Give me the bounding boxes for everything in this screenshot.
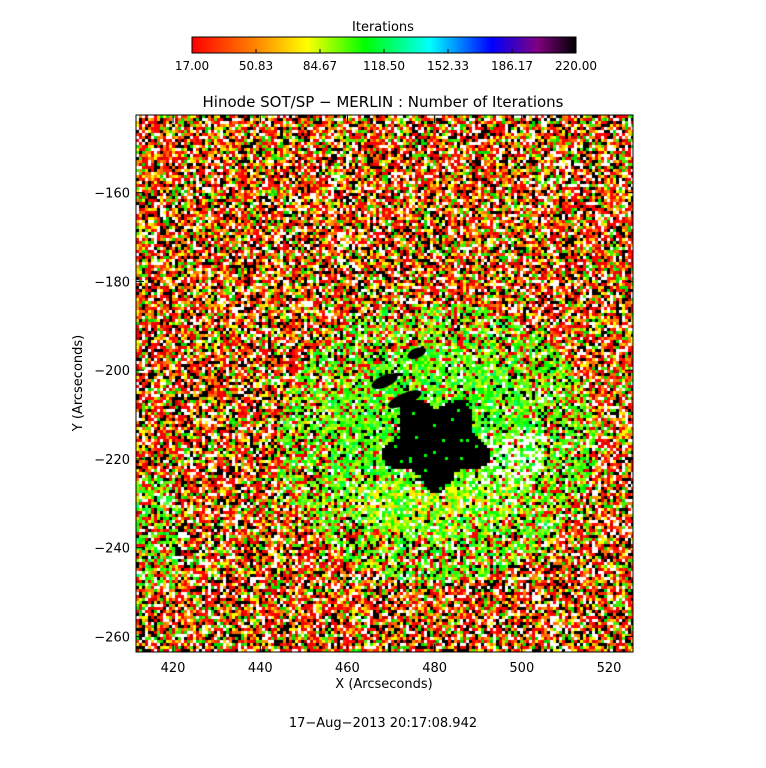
x-tick-label: 440 bbox=[248, 661, 273, 676]
x-tick-label: 520 bbox=[597, 661, 622, 676]
colorbar-tick-label: 50.83 bbox=[239, 59, 273, 73]
y-axis-label: Y (Arcseconds) bbox=[71, 335, 86, 432]
y-tick-label: −240 bbox=[94, 542, 130, 557]
colorbar-tick-label: 17.00 bbox=[175, 59, 209, 73]
colorbar-tick-label: 84.67 bbox=[303, 59, 337, 73]
colorbar-tick-label: 118.50 bbox=[363, 59, 405, 73]
x-tick-label: 460 bbox=[335, 661, 360, 676]
chart-title: Hinode SOT/SP − MERLIN : Number of Itera… bbox=[203, 93, 564, 111]
plot-frame bbox=[135, 114, 634, 653]
y-tick-label: −260 bbox=[94, 630, 130, 645]
colorbar-ticks: 17.00 50.83 84.67 118.50 152.33 186.17 220.00 bbox=[175, 49, 597, 73]
colorbar-tick-label: 220.00 bbox=[555, 59, 597, 73]
y-tick-label: −200 bbox=[94, 364, 130, 379]
y-tick-label: −180 bbox=[94, 275, 130, 290]
heatmap-area bbox=[136, 115, 633, 652]
x-tick-label: 500 bbox=[509, 661, 534, 676]
heatmap-image bbox=[136, 115, 633, 652]
x-tick-label: 420 bbox=[161, 661, 186, 676]
x-tick-label: 480 bbox=[422, 661, 447, 676]
colorbar-tick-label: 186.17 bbox=[491, 59, 533, 73]
colorbar-title: Iterations bbox=[352, 20, 414, 35]
y-tick-label: −220 bbox=[94, 453, 130, 468]
y-axis: −160 −180 −200 −220 −240 −260 bbox=[94, 187, 633, 645]
y-tick-label: −160 bbox=[94, 187, 130, 202]
timestamp: 17−Aug−2013 20:17:08.942 bbox=[289, 716, 477, 731]
colorbar-tick-label: 152.33 bbox=[427, 59, 469, 73]
x-axis-label: X (Arcseconds) bbox=[335, 677, 432, 692]
x-axis: 420 440 460 480 500 520 bbox=[161, 115, 622, 676]
